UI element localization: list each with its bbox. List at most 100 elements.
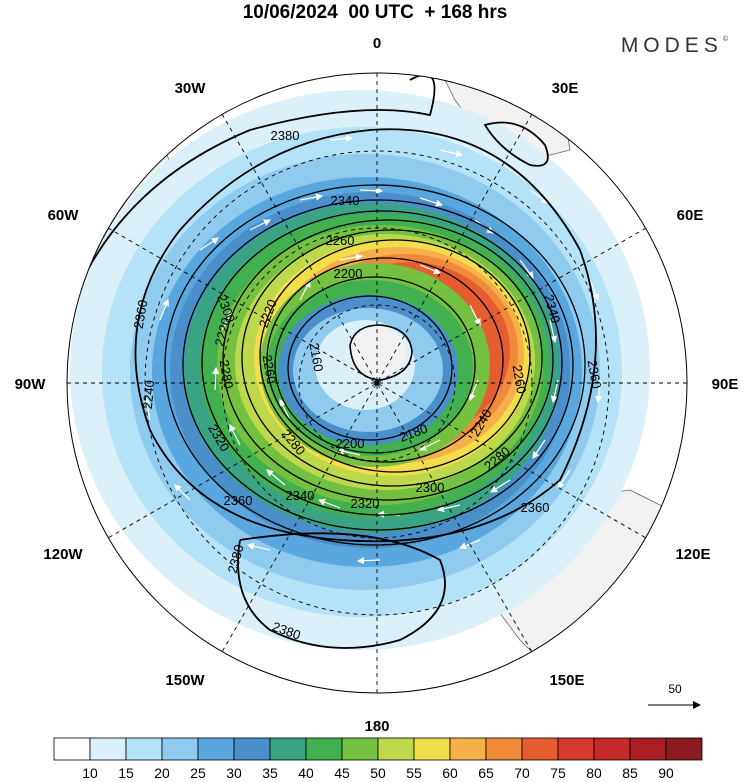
contour-label: 2200 — [336, 436, 365, 451]
wind-vector — [299, 279, 311, 301]
lon-label-120e: 120E — [675, 546, 710, 563]
contour-line — [182, 199, 574, 531]
wind-vector — [550, 379, 559, 404]
wind-vector — [359, 187, 384, 195]
wind-vector — [174, 484, 191, 501]
wind-vector — [317, 498, 341, 509]
wind-vector — [199, 237, 219, 251]
contour-label: 2160 — [307, 342, 327, 373]
wind-vector — [336, 447, 361, 456]
colorbar-label: 15 — [118, 765, 134, 781]
wind-vector — [419, 264, 442, 275]
wind-vector — [557, 469, 571, 489]
lon-label-120w: 120W — [43, 546, 83, 563]
lon-label-30e: 30E — [552, 80, 579, 97]
wind-vector — [529, 189, 549, 204]
contour-label: 2260 — [260, 354, 280, 385]
contour-label: 2360 — [521, 500, 550, 515]
colorbar-swatch — [557, 737, 595, 761]
map-boundary — [66, 72, 688, 694]
map-title: 10/06/2024 00 UTC + 168 hrs — [242, 2, 508, 23]
lon-label-90w: 90W — [15, 376, 47, 393]
contour-label: 2340 — [541, 293, 563, 325]
contour-label: 2360 — [224, 493, 253, 508]
colorbar-label: 85 — [622, 765, 638, 781]
wind-vector — [221, 309, 233, 331]
lon-label-30w: 30W — [175, 80, 207, 97]
colorbar-swatch — [161, 737, 199, 761]
reference-vector: 50 — [648, 682, 701, 709]
wind-vector — [418, 439, 441, 451]
brand-logo: MODES© — [621, 34, 728, 58]
lon-label-90e: 90E — [712, 376, 739, 393]
wind-vector — [229, 423, 241, 446]
parallel-circle — [221, 227, 533, 539]
wind-vector — [549, 319, 558, 344]
parallel-circle — [298, 304, 456, 462]
colorbar-swatch — [665, 737, 703, 761]
colorbar-label: 10 — [82, 765, 98, 781]
colorbar — [53, 737, 703, 761]
lon-label-150e: 150E — [549, 672, 584, 689]
colorbar-swatch — [449, 737, 487, 761]
colorbar-swatch — [413, 737, 451, 761]
colorbar-swatch — [233, 737, 271, 761]
south-pole-marker — [374, 380, 380, 386]
colorbar-label: 20 — [154, 765, 170, 781]
colorbar-label: 90 — [658, 765, 674, 781]
contour-label: 2260 — [326, 233, 355, 248]
wind-vector — [532, 439, 546, 459]
colorbar-label: 65 — [478, 765, 494, 781]
contour-line — [483, 121, 549, 167]
contour-label: 2300 — [416, 480, 445, 495]
contour-line — [241, 229, 543, 487]
contour-line — [201, 210, 563, 516]
wind-vector — [419, 197, 444, 207]
wind-vector — [279, 398, 291, 421]
colorbar-swatch — [485, 737, 523, 761]
wind-vector — [519, 259, 534, 279]
lon-label-180: 180 — [364, 718, 389, 735]
contour-label: 2340 — [286, 488, 315, 503]
wind-vector — [246, 542, 271, 551]
graticule — [67, 73, 687, 693]
contour-line — [274, 276, 476, 454]
contour-line — [222, 219, 554, 501]
contour-label: 2340 — [331, 193, 360, 208]
contour-line — [349, 324, 413, 381]
colorbar-label: 55 — [406, 765, 422, 781]
lon-label-60e: 60E — [677, 207, 704, 224]
wind-speed-shading — [70, 90, 650, 650]
colorbar-swatch — [197, 737, 235, 761]
wind-vector — [469, 304, 481, 327]
colorbar-label: 45 — [334, 765, 350, 781]
wind-vector — [589, 279, 600, 302]
contour-label: 2380 — [271, 128, 300, 143]
wind-vector — [594, 379, 603, 404]
colorbar-swatch — [341, 737, 379, 761]
wind-vector — [439, 149, 464, 158]
contour-line — [164, 184, 586, 546]
brand-name: MODES — [620, 34, 723, 57]
longitude-labels: 0 30E 60E 90E 120E 150E 180 150W 120W 90… — [15, 35, 739, 735]
lon-label-60w: 60W — [48, 207, 80, 224]
contour-line — [134, 128, 597, 543]
contour-label: 2360 — [585, 359, 605, 390]
contour-label: 2240 — [140, 380, 157, 410]
colorbar-label: 25 — [190, 765, 206, 781]
colorbar-label: 50 — [370, 765, 386, 781]
contour-line — [266, 257, 504, 463]
colorbar-swatch — [593, 737, 631, 761]
wind-vector — [356, 557, 381, 565]
wind-vector — [339, 253, 364, 261]
contour-label: 2320 — [351, 496, 380, 511]
map-disc — [67, 73, 687, 693]
colorbar-swatch — [521, 737, 559, 761]
wind-vector — [159, 298, 170, 321]
lon-label-150w: 150W — [165, 672, 205, 689]
contour-label: 2280 — [217, 359, 237, 390]
colorbar-label: 80 — [586, 765, 602, 781]
colorbar-label: 75 — [550, 765, 566, 781]
colorbar-swatch — [305, 737, 343, 761]
